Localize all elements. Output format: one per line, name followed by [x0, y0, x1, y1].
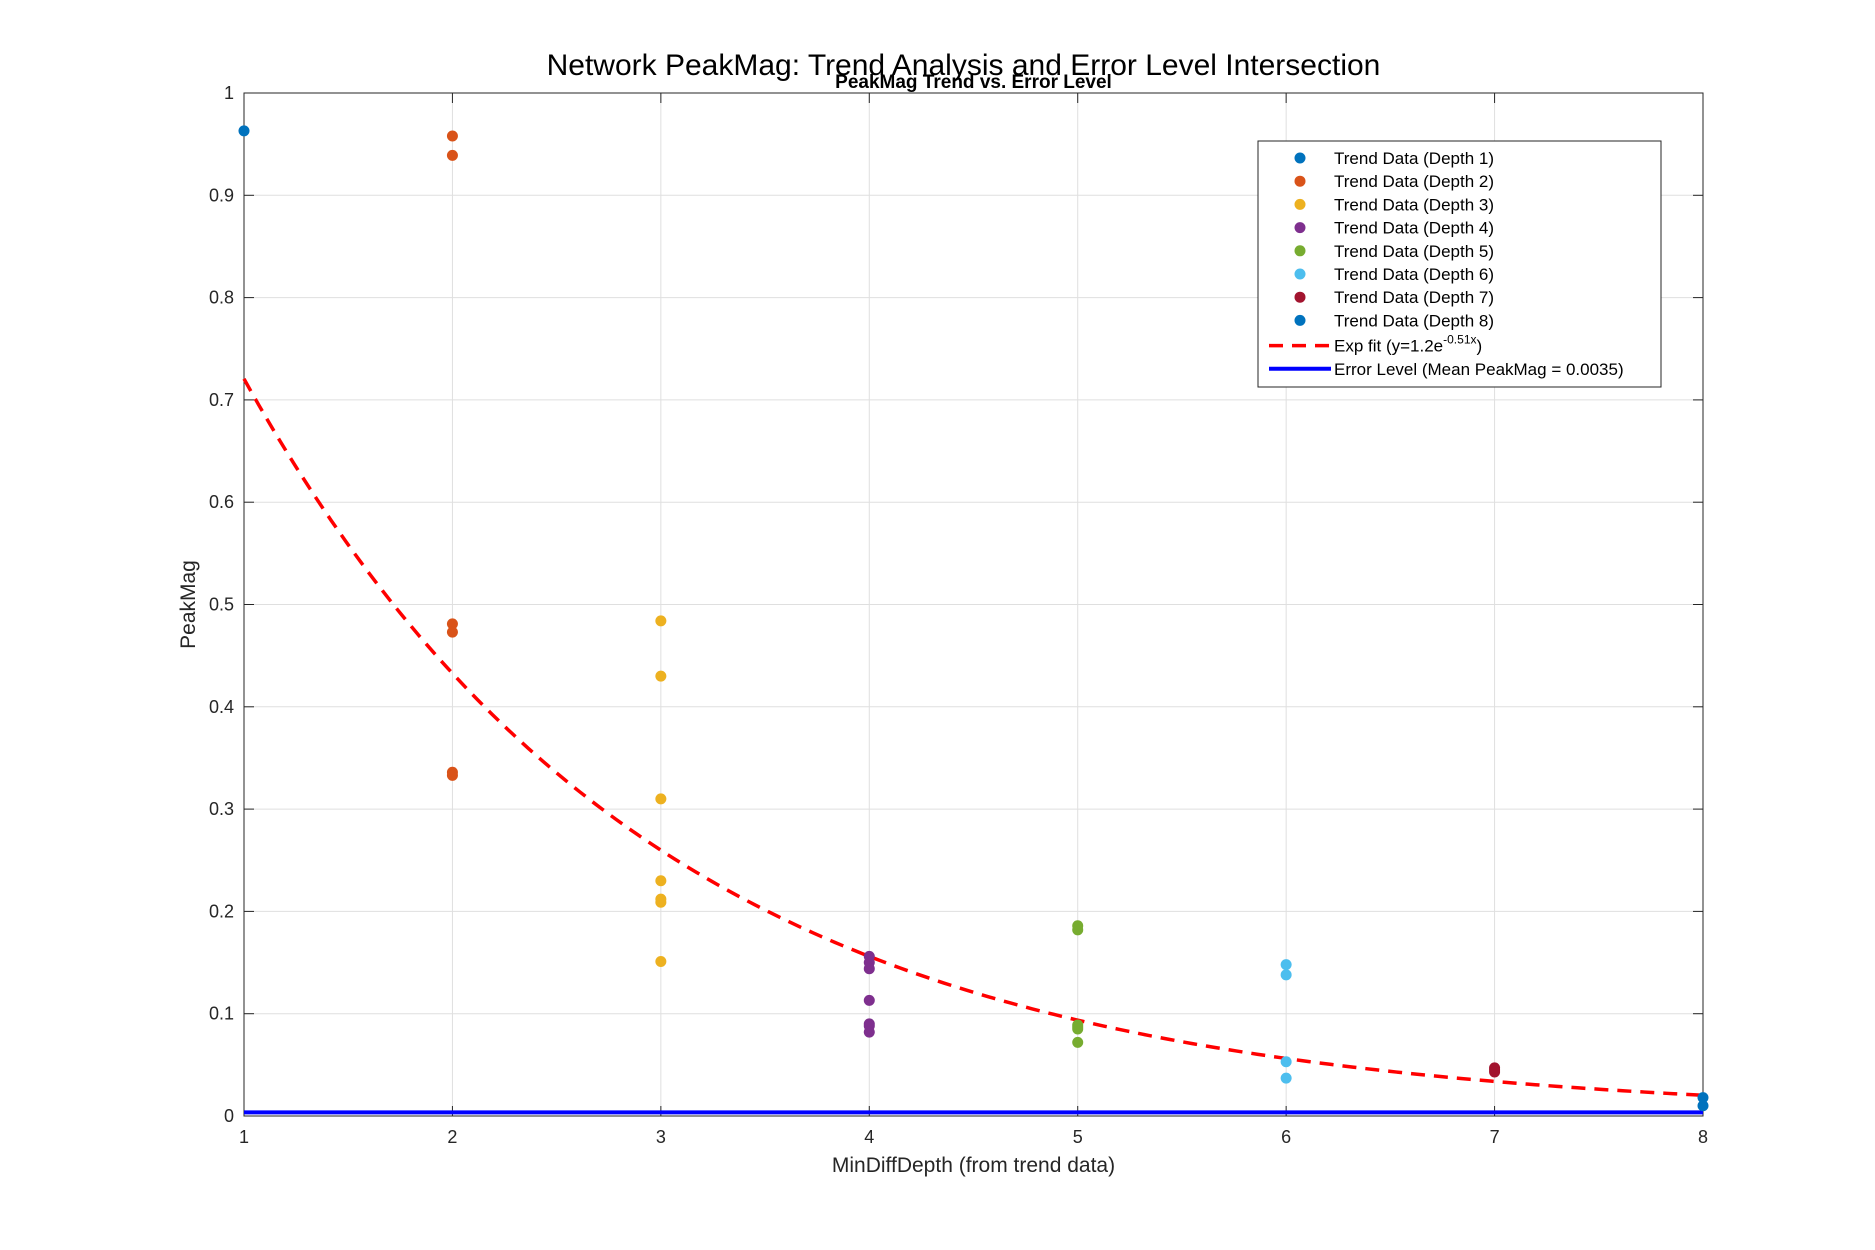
legend-label: Trend Data (Depth 8)	[1334, 311, 1494, 330]
figure-title: Network PeakMag: Trend Analysis and Erro…	[547, 49, 1381, 82]
legend-marker	[1294, 314, 1306, 326]
data-point	[1072, 924, 1084, 936]
legend-label: Trend Data (Depth 3)	[1334, 195, 1494, 214]
data-point	[1697, 1100, 1709, 1112]
data-point	[1072, 1036, 1084, 1048]
y-tick-label: 0.6	[209, 492, 234, 512]
legend-label: Trend Data (Depth 7)	[1334, 288, 1494, 307]
legend-label: Trend Data (Depth 6)	[1334, 265, 1494, 284]
legend-entry-depth-1: Trend Data (Depth 1)	[1294, 149, 1494, 168]
y-axis-label: PeakMag	[177, 560, 200, 649]
legend-entry-depth-3: Trend Data (Depth 3)	[1294, 195, 1494, 214]
legend[interactable]: Trend Data (Depth 1) Trend Data (Depth 2)…	[1257, 140, 1662, 388]
data-point	[655, 896, 667, 908]
chart-title: PeakMag Trend vs. Error Level	[835, 72, 1112, 93]
series-depth-8	[1697, 1092, 1709, 1112]
data-point	[446, 130, 458, 142]
legend-marker	[1294, 268, 1306, 280]
plot-area	[238, 125, 1709, 1115]
data-point	[1072, 1023, 1084, 1035]
x-tick-label: 7	[1490, 1127, 1500, 1147]
legend-label: Trend Data (Depth 2)	[1334, 172, 1494, 191]
legend-entry-depth-5: Trend Data (Depth 5)	[1294, 242, 1494, 261]
series-depth-2	[446, 130, 458, 781]
legend-label: Error Level (Mean PeakMag = 0.0035)	[1334, 360, 1624, 379]
data-point	[655, 875, 667, 887]
y-tick-label: 0.8	[209, 288, 234, 308]
y-tick-label: 0.3	[209, 799, 234, 819]
legend-marker	[1294, 222, 1306, 234]
series-depth-6	[1280, 959, 1292, 1084]
data-point	[446, 149, 458, 161]
y-axis-ticks: 0 0.1 0.2 0.3 0.4 0.5 0.6 0.7 0.8 0.9 1	[209, 83, 1703, 1126]
x-axis-ticks: 1 2 3 4 5 6 7 8	[239, 93, 1708, 1147]
legend-items: Trend Data (Depth 1) Trend Data (Depth 2)…	[1269, 149, 1624, 379]
y-tick-label: 0.7	[209, 390, 234, 410]
legend-marker	[1294, 198, 1306, 210]
data-point	[655, 956, 667, 968]
y-tick-label: 0.4	[209, 697, 234, 717]
data-point	[655, 793, 667, 805]
series-depth-4	[863, 950, 875, 1038]
legend-entry-error-level: Error Level (Mean PeakMag = 0.0035)	[1269, 360, 1624, 379]
legend-label: Trend Data (Depth 5)	[1334, 242, 1494, 261]
legend-marker	[1294, 291, 1306, 303]
x-tick-label: 2	[447, 1127, 457, 1147]
y-tick-label: 0.9	[209, 185, 234, 205]
y-tick-label: 0.5	[209, 595, 234, 615]
data-point	[446, 769, 458, 781]
legend-entry-depth-2: Trend Data (Depth 2)	[1294, 172, 1494, 191]
legend-entry-depth-8: Trend Data (Depth 8)	[1294, 311, 1494, 330]
data-point	[655, 670, 667, 682]
y-tick-label: 0	[224, 1106, 234, 1126]
legend-entry-depth-6: Trend Data (Depth 6)	[1294, 265, 1494, 284]
x-tick-label: 3	[656, 1127, 666, 1147]
data-point	[1280, 969, 1292, 981]
data-point	[1280, 959, 1292, 971]
data-point	[655, 615, 667, 627]
data-point	[863, 994, 875, 1006]
axes-frame	[243, 92, 1704, 1117]
x-tick-label: 4	[864, 1127, 874, 1147]
legend-label: Exp fit (y=1.2e-0.51x)	[1334, 333, 1482, 356]
series-depth-3	[655, 615, 667, 968]
x-tick-label: 5	[1073, 1127, 1083, 1147]
x-tick-label: 1	[239, 1127, 249, 1147]
series-depth-7	[1489, 1062, 1501, 1078]
data-point	[1697, 1092, 1709, 1104]
exp-fit-curve	[242, 377, 1704, 1097]
legend-label: Trend Data (Depth 4)	[1334, 219, 1494, 238]
legend-marker	[1294, 245, 1306, 257]
x-tick-label: 8	[1698, 1127, 1708, 1147]
data-point	[1280, 1072, 1292, 1084]
data-point	[446, 618, 458, 630]
x-tick-label: 6	[1281, 1127, 1291, 1147]
series-depth-5	[1072, 920, 1084, 1048]
data-point	[446, 626, 458, 638]
y-tick-label: 0.2	[209, 901, 234, 921]
legend-label: Trend Data (Depth 1)	[1334, 149, 1494, 168]
data-point	[238, 125, 250, 137]
legend-entry-depth-4: Trend Data (Depth 4)	[1294, 219, 1494, 238]
x-axis-label: MinDiffDepth (from trend data)	[832, 1154, 1115, 1177]
data-point	[1280, 1056, 1292, 1068]
legend-entry-depth-7: Trend Data (Depth 7)	[1294, 288, 1494, 307]
legend-marker	[1294, 152, 1306, 164]
data-point	[1489, 1066, 1501, 1078]
legend-marker	[1294, 175, 1306, 187]
data-point	[863, 963, 875, 975]
y-tick-label: 0.1	[209, 1004, 234, 1024]
series-depth-1	[238, 125, 250, 137]
legend-entry-exp-fit: Exp fit (y=1.2e-0.51x)	[1269, 333, 1482, 356]
y-tick-label: 1	[224, 83, 234, 103]
data-point	[863, 1026, 875, 1038]
